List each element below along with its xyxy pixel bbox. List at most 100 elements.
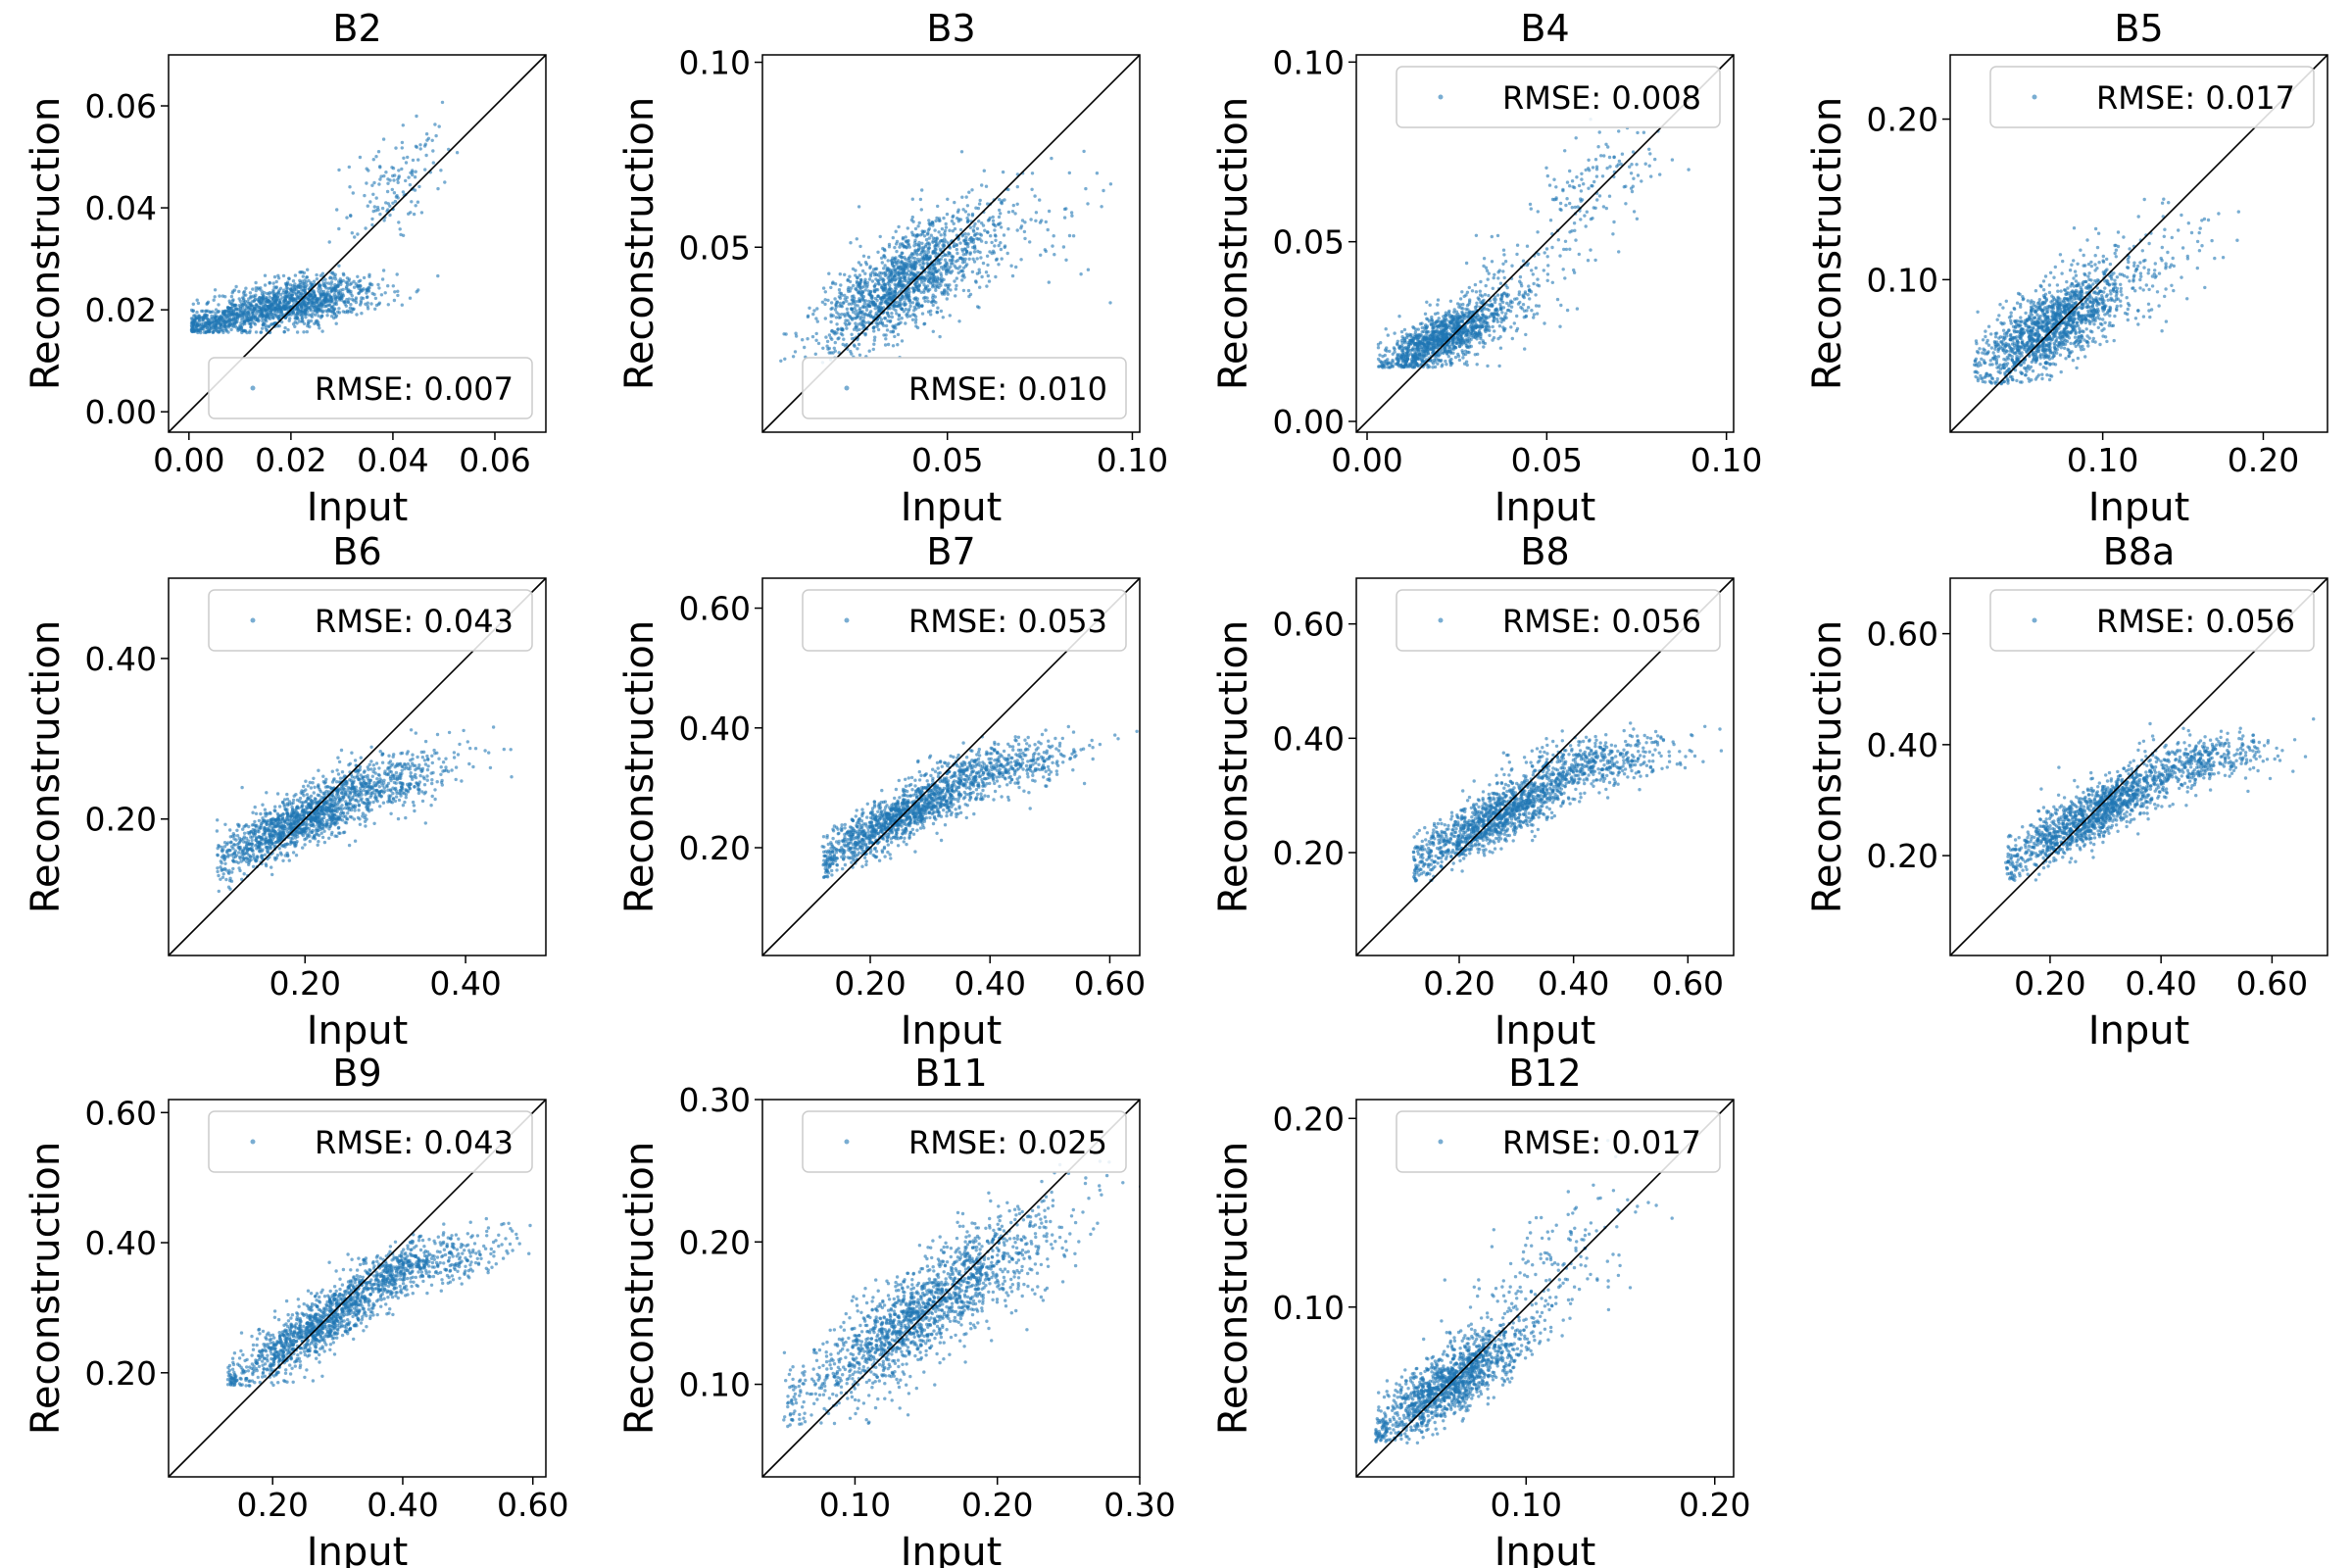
data-point [908,259,912,263]
data-point [1544,247,1549,251]
data-point [378,212,382,217]
data-point [329,289,333,294]
data-point [979,233,984,237]
data-point [1497,364,1501,368]
data-point [1520,284,1524,288]
data-point [827,346,831,351]
data-point [411,171,415,174]
data-point [260,326,265,330]
data-point [889,318,893,323]
data-point [1023,220,1027,224]
data-point [240,296,245,300]
data-point [963,231,967,236]
data-point [1476,296,1481,300]
data-point [2147,287,2151,292]
data-point [374,155,378,159]
data-point [855,279,859,283]
data-point [1518,300,1522,305]
data-point [1584,168,1588,172]
data-point [242,317,247,320]
data-point [825,339,830,344]
data-point [260,297,264,301]
data-point [997,263,1001,267]
data-point [209,320,214,324]
data-point [1376,346,1381,350]
data-point [1571,185,1575,189]
data-point [1508,309,1513,314]
data-point [1559,208,1563,212]
data-point [976,206,981,211]
scatter-points [779,149,1156,365]
data-point [1396,358,1400,362]
data-point [268,295,272,299]
data-point [372,180,376,185]
data-point [912,313,916,317]
data-point [1528,202,1533,207]
data-point [302,330,306,334]
data-point [850,302,854,306]
data-point [920,188,924,192]
data-point [846,277,850,282]
data-point [902,266,906,270]
data-point [875,298,879,303]
data-point [368,200,372,204]
data-point [298,293,303,298]
data-point [887,280,891,284]
data-point [237,289,241,294]
data-point [1015,228,1019,232]
data-point [927,243,932,247]
data-point [934,219,938,223]
data-point [863,277,867,281]
data-point [952,214,956,218]
data-point [975,236,979,241]
data-point [953,279,956,283]
data-point [914,235,918,239]
data-point [318,291,322,295]
data-point [277,314,282,318]
data-point [876,273,880,277]
data-point [394,146,398,150]
data-point [295,330,300,334]
data-point [333,274,337,279]
data-point [851,298,855,302]
data-point [1565,197,1569,201]
data-point [375,205,380,210]
data-point [867,277,872,281]
data-point [298,270,302,274]
data-point [920,304,924,309]
data-point [254,280,258,285]
data-point [839,283,843,287]
data-point [1492,315,1495,318]
data-point [1385,362,1389,367]
data-point [999,225,1004,229]
data-point [913,282,917,286]
data-point [251,310,255,314]
data-point [1617,129,1621,133]
data-point [990,240,994,245]
data-point [858,353,862,357]
data-point [883,317,888,320]
data-point [1441,339,1445,343]
data-point [872,272,877,277]
x-tick-label: 0.05 [1511,441,1583,479]
data-point [856,275,859,280]
data-point [916,287,920,291]
data-point [1383,348,1388,352]
data-point [1580,172,1584,175]
data-point [1478,289,1483,293]
data-point [860,290,865,294]
data-point [273,301,278,305]
data-point [1542,269,1546,272]
data-point [1465,345,1469,349]
data-point [927,268,931,271]
data-point [237,304,241,308]
data-point [371,192,375,196]
data-point [1591,217,1594,220]
data-point [317,314,320,318]
data-point [311,305,316,310]
data-point [1473,282,1478,287]
data-point [274,286,278,290]
data-point [913,297,917,301]
data-point [1153,255,1156,258]
data-point [878,310,882,314]
